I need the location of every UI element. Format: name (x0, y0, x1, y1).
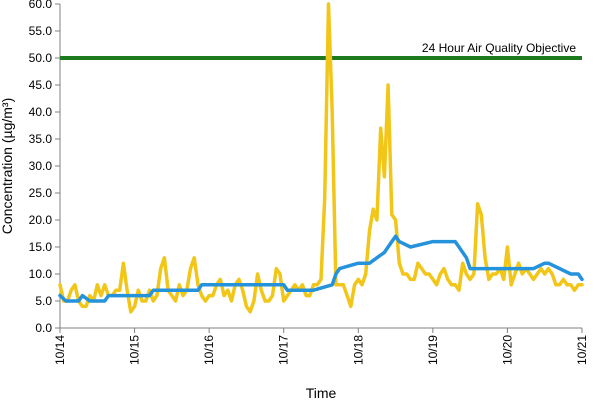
x-tick-label: 10/21 (575, 335, 589, 365)
x-axis: 10/14 10/15 10/16 10/17 10/18 10/19 10/20 10/21 (53, 327, 589, 365)
x-tick-label: 10/16 (202, 335, 216, 365)
y-tick-label: 0.0 (35, 321, 52, 335)
y-axis-title: Concentration (µg/m³) (0, 98, 15, 234)
y-tick-label: 50.0 (29, 51, 53, 65)
y-tick-label: 25.0 (29, 186, 53, 200)
x-tick-label: 10/17 (277, 335, 291, 365)
x-tick-label: 10/19 (426, 335, 440, 365)
x-tick-label: 10/14 (53, 335, 67, 365)
y-tick-label: 30.0 (29, 159, 53, 173)
objective-label: 24 Hour Air Quality Objective (422, 41, 576, 55)
x-tick-label: 10/15 (128, 335, 142, 365)
y-tick-label: 60.0 (29, 0, 53, 11)
y-tick-label: 5.0 (35, 294, 52, 308)
series-group (58, 2, 584, 314)
series-line-1 (58, 2, 584, 314)
y-tick-label: 20.0 (29, 213, 53, 227)
series-line-2 (58, 234, 584, 303)
y-tick-label: 35.0 (29, 132, 53, 146)
y-tick-label: 15.0 (29, 240, 53, 254)
x-axis-title: Time (306, 385, 337, 400)
y-tick-label: 10.0 (29, 267, 53, 281)
x-tick-label: 10/18 (351, 335, 365, 365)
y-tick-label: 55.0 (29, 24, 53, 38)
y-tick-label: 40.0 (29, 105, 53, 119)
y-axis: 0.0 5.0 10.0 15.0 20.0 25.0 30.0 35.0 40.0 45.0 50… (29, 0, 61, 335)
objective-group: 24 Hour Air Quality Objective (60, 41, 582, 60)
x-tick-label: 10/20 (500, 335, 514, 365)
y-tick-label: 45.0 (29, 78, 53, 92)
